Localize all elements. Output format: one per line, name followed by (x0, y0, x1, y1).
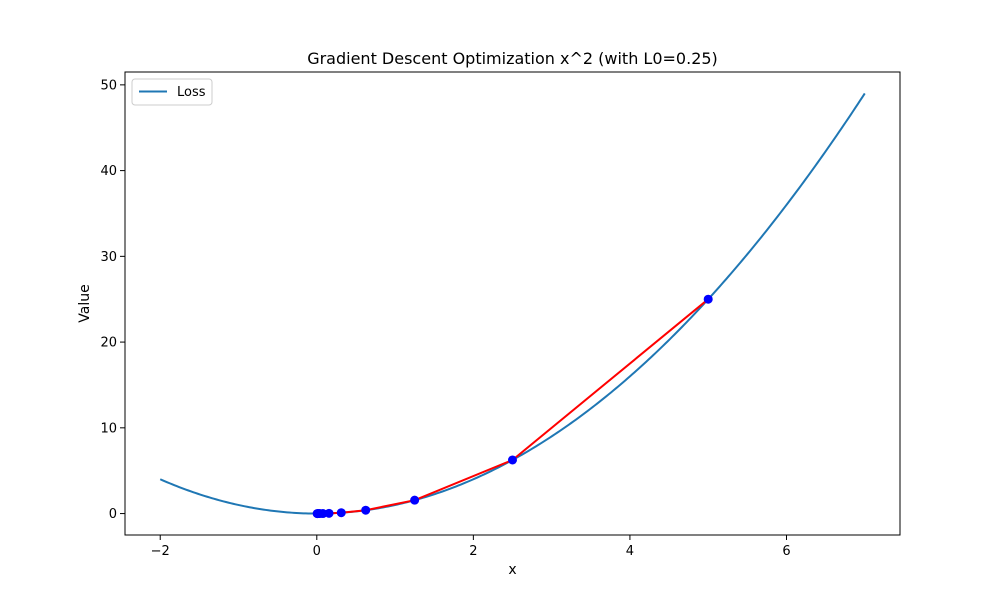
descent-point (336, 508, 346, 518)
legend: Loss (131, 78, 213, 106)
descent-point (312, 509, 322, 519)
descent-point (361, 505, 371, 515)
x-tick-label: 2 (469, 544, 477, 559)
descent-point (703, 294, 713, 304)
y-tick-label: 20 (100, 336, 117, 351)
descent-point (410, 495, 420, 505)
plot-background (125, 72, 900, 535)
plot-frame (124, 71, 901, 536)
y-axis: 0 10 20 30 40 50 (100, 78, 125, 522)
marker-layer (312, 294, 713, 519)
x-axis: −2 0 2 4 6 (151, 535, 791, 559)
x-tick-label: 6 (782, 544, 790, 559)
plot-area (125, 72, 900, 535)
y-tick-label: 10 (100, 421, 117, 436)
x-tick-label: −2 (151, 544, 170, 559)
legend-box (131, 78, 213, 106)
y-axis-label: Value (77, 284, 93, 322)
y-tick-label: 0 (109, 507, 117, 522)
y-tick-label: 40 (100, 164, 117, 179)
chart-title: Gradient Descent Optimization x^2 (with … (307, 49, 718, 68)
x-axis-label: x (508, 562, 516, 578)
y-tick-label: 30 (100, 250, 117, 265)
descent-point (508, 455, 517, 465)
legend-label-loss: Loss (177, 85, 206, 100)
x-tick-label: 0 (313, 544, 321, 559)
x-tick-label: 4 (626, 544, 634, 559)
y-tick-label: 50 (100, 78, 117, 93)
